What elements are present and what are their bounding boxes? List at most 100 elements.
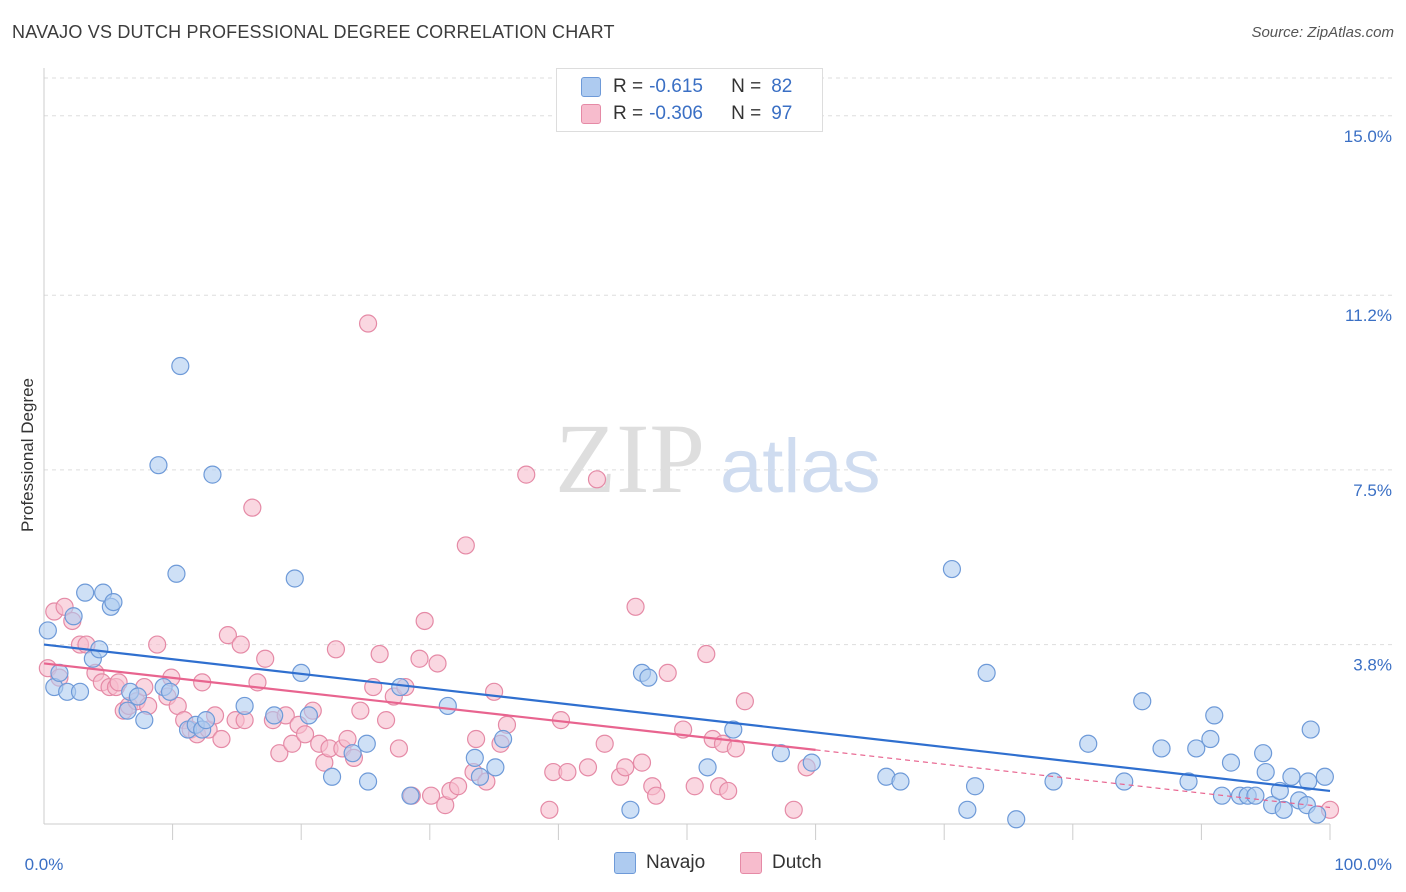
dutch-point (212, 729, 231, 749)
watermark-zip: ZIP (555, 403, 705, 514)
navajo-point (203, 465, 222, 484)
navajo-point (1308, 805, 1327, 824)
navajo-point (1282, 767, 1301, 786)
dutch-point (243, 498, 262, 517)
navajo-point (1221, 753, 1241, 772)
navajo-point (1256, 762, 1275, 782)
dutch-point (448, 777, 468, 796)
gridlines (44, 77, 1392, 646)
navajo-point (235, 696, 254, 716)
navajo-point (1274, 800, 1293, 819)
navajo-point (1301, 720, 1320, 739)
navajo-point (104, 592, 123, 612)
dutch-point (517, 465, 536, 484)
dutch-point (719, 781, 738, 801)
dutch-point (283, 734, 302, 753)
dutch-point (428, 654, 447, 673)
dutch-point (540, 800, 559, 819)
navajo-legend-swatch (614, 852, 636, 874)
dutch-trend-line (43, 662, 816, 751)
dutch-point (466, 729, 486, 749)
x-tick-label-min: 0.0% (25, 855, 64, 874)
navajo-point (167, 564, 186, 583)
navajo-point (1133, 692, 1152, 711)
navajo-point (958, 800, 977, 819)
navajo-point (118, 701, 137, 720)
dutch-point (376, 711, 396, 730)
navajo-n-label: N = (731, 76, 762, 97)
watermark: ZIP atlas (555, 403, 881, 514)
dutch-point (415, 611, 434, 631)
navajo-point (698, 758, 717, 777)
axes (43, 68, 1331, 840)
dutch-point (389, 739, 409, 758)
dutch-point (256, 649, 275, 668)
dutch-point (370, 644, 389, 664)
navajo-point (639, 668, 658, 687)
dutch-point (647, 786, 666, 805)
navajo-point (76, 583, 95, 602)
navajo-point (1007, 810, 1026, 829)
navajo-point (391, 677, 410, 697)
navajo-point (1254, 744, 1273, 763)
y-tick-label: 11.2% (1345, 306, 1392, 325)
dutch-n-label: N = (731, 103, 762, 124)
dutch-point (587, 470, 607, 489)
dutch-legend-label: Dutch (772, 852, 822, 873)
navajo-point (64, 607, 83, 626)
x-tick-label-max: 100.0% (1334, 855, 1392, 874)
navajo-point (299, 706, 319, 725)
navajo-point (486, 758, 505, 777)
y-tick-label: 3.8% (1353, 656, 1392, 675)
navajo-point (322, 767, 342, 786)
navajo-point (1115, 772, 1134, 791)
navajo-point (965, 777, 985, 796)
navajo-swatch (581, 77, 601, 97)
dutch-point (456, 536, 475, 555)
stats-legend: R = -0.615 N = 82 R = -0.306 N = 97 (556, 68, 823, 132)
legend-row-dutch: R = -0.306 N = 97 (581, 102, 792, 126)
navajo-point (135, 711, 154, 730)
dutch-r-value: -0.306 (649, 103, 703, 124)
bottom-legend-navajo: Navajo (614, 852, 705, 874)
dutch-point (218, 626, 237, 645)
navajo-point (977, 663, 996, 683)
navajo-point (70, 682, 90, 701)
dutch-point (148, 635, 167, 654)
navajo-point (771, 744, 790, 763)
navajo-point (358, 772, 378, 791)
navajo-point (343, 744, 362, 763)
y-tick-label: 7.5% (1353, 481, 1392, 500)
navajo-point (1205, 706, 1224, 725)
navajo-n-value: 82 (771, 76, 793, 97)
dutch-point (485, 682, 504, 701)
dutch-point (421, 786, 441, 805)
chart-title: NAVAJO VS DUTCH PROFESSIONAL DEGREE CORR… (12, 22, 615, 42)
navajo-point (494, 729, 513, 749)
dutch-point (326, 640, 346, 659)
navajo-point (1179, 772, 1198, 791)
navajo-point (357, 734, 376, 753)
legend-row-navajo: R = -0.615 N = 82 (581, 75, 792, 99)
navajo-trend-line (43, 643, 1331, 793)
navajo-point (171, 356, 190, 376)
navajo-r-value: -0.615 (649, 76, 703, 97)
dutch-r-label: R = (613, 103, 644, 124)
navajo-point (160, 682, 180, 701)
navajo-points (38, 356, 1334, 829)
y-tick-label: 15.0% (1344, 127, 1392, 146)
dutch-point (358, 314, 378, 333)
navajo-point (1044, 772, 1063, 791)
dutch-points (38, 314, 1340, 819)
navajo-point (1246, 786, 1265, 805)
navajo-point (128, 687, 147, 706)
dutch-point (632, 753, 652, 772)
navajo-legend-label: Navajo (646, 852, 706, 873)
dutch-point (685, 777, 704, 796)
dutch-swatch (581, 104, 601, 124)
bottom-legend-dutch: Dutch (740, 852, 822, 874)
dutch-point (658, 663, 677, 683)
source-label: Source: ZipAtlas.com (1251, 24, 1394, 41)
tick-labels: 3.8% 7.5% 11.2% 15.0% 0.0% 100.0% (25, 127, 1392, 874)
